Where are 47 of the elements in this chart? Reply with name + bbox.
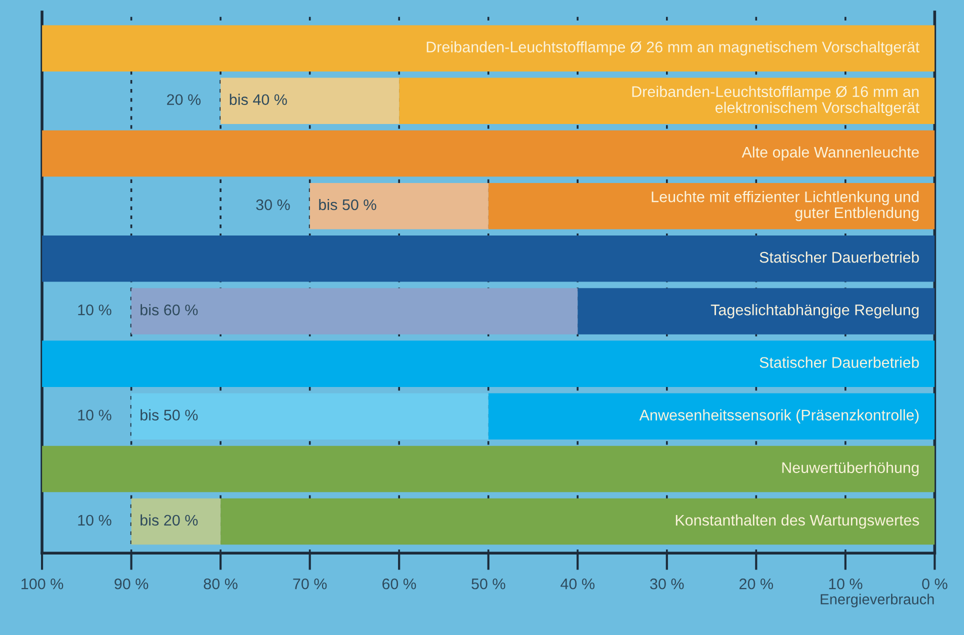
bar <box>42 25 935 72</box>
x-tick-label: 50 % <box>472 578 506 590</box>
bar <box>310 182 488 230</box>
bar <box>42 340 935 387</box>
annotation: 10 % <box>78 514 112 526</box>
x-tick-label: 70 % <box>293 578 327 590</box>
x-tick-label: 0 % <box>922 578 948 590</box>
bar <box>578 288 935 334</box>
y-tick-label: Dreibanden-Leuchtstofflampe Ø 26 mm an magnetischem Vorschaltgerät <box>426 41 920 56</box>
x-tick-label: 20 % <box>740 578 774 590</box>
data-label: bis 20 % <box>140 514 198 526</box>
x-tick-label: 80 % <box>204 578 238 590</box>
annotation: 30 % <box>256 199 290 210</box>
y-tick-label: Dreibanden-Leuchtstofflampe Ø 16 mm an elektronischem Vorschaltgerät <box>632 86 920 116</box>
bar <box>220 78 400 124</box>
x-tick-label: 30 % <box>650 578 684 590</box>
x-tick-label: 90 % <box>114 578 148 590</box>
y-tick-label: Anwesenheitssensorik (Präsenzkontrolle) <box>639 409 919 424</box>
bar <box>399 78 935 124</box>
x-tick-label: 40 % <box>560 578 594 590</box>
data-label: bis 50 % <box>140 409 198 420</box>
y-tick-label: Statischer Dauerbetrieb <box>760 252 919 263</box>
bar <box>131 498 221 545</box>
y-tick-label: Tageslichtabhängige Regelung <box>710 304 919 318</box>
data-label: bis 40 % <box>230 94 287 106</box>
y-tick-label: Neuwertüberhöhung <box>782 462 919 476</box>
y-tick-label: Konstanthalten des Wartungswertes <box>676 514 919 529</box>
bar <box>488 182 935 230</box>
data-label: bis 50 % <box>319 198 376 210</box>
x-tick-label: 100 % <box>22 578 64 590</box>
x-axis-title: Energieverbrauch <box>820 594 934 608</box>
annotation: 20 % <box>167 94 201 106</box>
x-tick-label: 60 % <box>382 578 416 590</box>
x-tick-label: 10 % <box>829 578 862 590</box>
bar <box>220 498 935 545</box>
bar <box>488 393 935 440</box>
bar <box>42 236 935 282</box>
y-tick-label: Alte opale Wannenleuchte <box>742 146 919 161</box>
bar <box>42 130 935 177</box>
annotation: 10 % <box>78 304 112 316</box>
bar <box>131 393 488 440</box>
data-label: bis 60 % <box>140 304 198 316</box>
bar <box>131 288 578 334</box>
y-tick-label: Leuchte mit effizienter Lichtlenkung und guter Entblendung <box>652 191 919 222</box>
y-tick-label: Statischer Dauerbetrieb <box>760 356 919 368</box>
annotation: 10 % <box>78 410 112 420</box>
bar <box>42 446 935 492</box>
